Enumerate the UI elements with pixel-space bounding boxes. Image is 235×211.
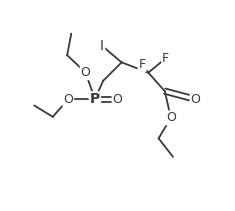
Text: F: F <box>162 52 169 65</box>
Text: O: O <box>113 93 122 106</box>
Text: O: O <box>63 93 73 106</box>
Text: O: O <box>166 111 176 124</box>
Text: O: O <box>81 66 91 79</box>
Text: O: O <box>191 93 200 106</box>
Text: F: F <box>139 58 146 71</box>
Text: P: P <box>90 92 100 106</box>
Text: I: I <box>100 39 104 53</box>
